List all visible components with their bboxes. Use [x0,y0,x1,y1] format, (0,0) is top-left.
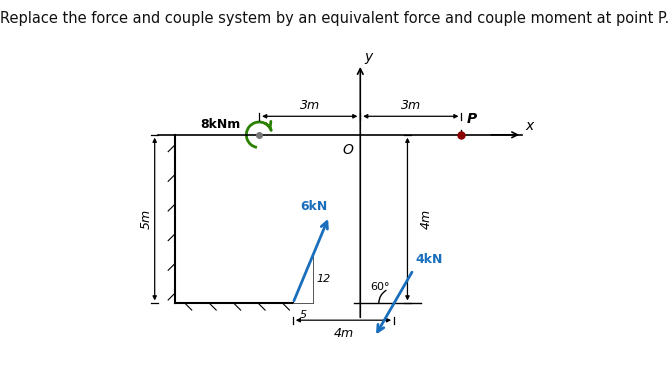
Text: 8kNm: 8kNm [200,118,241,131]
Text: 4m: 4m [419,209,433,229]
Text: 3m: 3m [401,99,421,112]
Text: 4m: 4m [334,327,354,340]
Text: 5m: 5m [140,209,153,229]
Text: 12: 12 [316,274,330,284]
Text: 5: 5 [299,310,306,320]
Text: Replace the force and couple system by an equivalent force and couple moment at : Replace the force and couple system by a… [1,11,669,27]
Text: 6kN: 6kN [300,200,328,213]
Text: y: y [364,50,373,64]
Text: x: x [525,119,534,133]
Text: O: O [342,143,354,157]
Text: 4kN: 4kN [415,254,442,266]
Text: P: P [466,113,476,126]
Text: 60°: 60° [371,282,390,291]
Text: 3m: 3m [299,99,320,112]
